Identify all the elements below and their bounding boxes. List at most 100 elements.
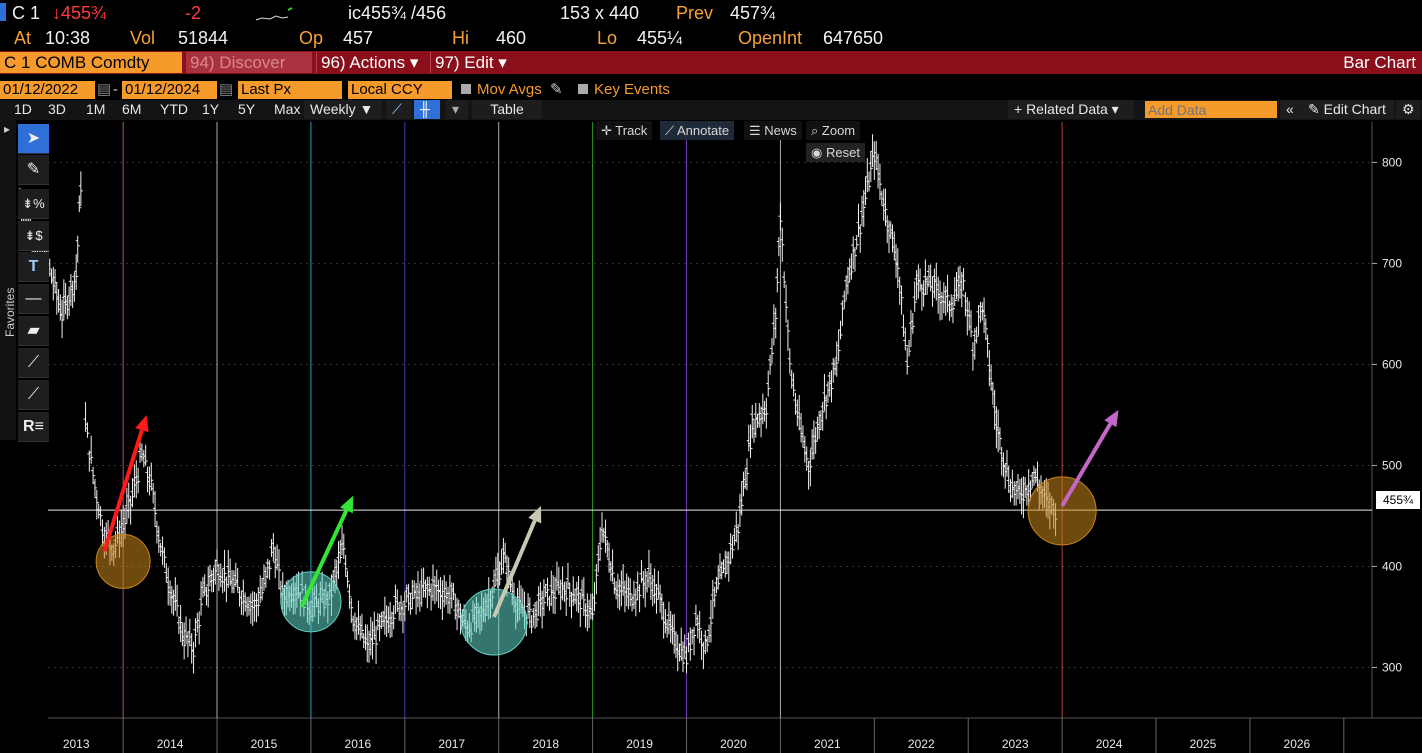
annotation-circle	[95, 533, 151, 589]
vol-value: 51844	[178, 28, 229, 48]
channel-icon[interactable]: ▰	[18, 316, 49, 346]
y-tick-label: 400	[1382, 559, 1402, 573]
sparkline	[255, 7, 293, 21]
related-data-button[interactable]: + Related Data ▾	[1008, 100, 1134, 119]
annotation-circle	[460, 588, 528, 656]
period-6m-button[interactable]: 6M	[122, 101, 142, 117]
annotation-arrowhead	[340, 495, 354, 514]
frequency-selector[interactable]: Weekly ▼	[304, 100, 382, 119]
text-icon[interactable]: T	[18, 252, 49, 282]
checkbox-icon[interactable]	[461, 84, 471, 94]
dollar-measure-icon[interactable]: ⇟$	[18, 221, 49, 251]
high-label: Hi	[452, 28, 469, 48]
start-date-field[interactable]: 01/12/2022	[0, 81, 95, 99]
bar-chart-icon[interactable]: ╫	[414, 100, 440, 119]
period-1m-button[interactable]: 1M	[86, 101, 106, 117]
discover-button[interactable]: 94) Discover	[186, 52, 312, 73]
y-tick-label: 700	[1382, 256, 1402, 270]
annotation-circle	[280, 571, 342, 633]
x-tick-label: 2017	[438, 737, 465, 751]
security-field[interactable]: C 1 COMB Comdty	[0, 52, 182, 73]
x-tick-label: 2016	[345, 737, 372, 751]
quote-row-1: C 1 ↓455¾ -2 ic455¾ /456 153 x 440 Prev …	[0, 0, 1422, 24]
at-label: At	[14, 28, 32, 48]
line-chart-icon[interactable]: ⟋	[386, 100, 412, 119]
annotation-arrow	[492, 519, 537, 618]
reset-icon: ◉	[811, 145, 826, 160]
checkbox-icon[interactable]	[578, 84, 588, 94]
add-data-input[interactable]	[1145, 101, 1277, 118]
annotate-label: Annotate	[677, 123, 730, 138]
y-tick-label: 600	[1382, 357, 1402, 371]
x-tick-label: 2022	[908, 737, 935, 751]
gear-icon[interactable]: ⚙	[1396, 100, 1420, 119]
track-label: Track	[615, 123, 648, 138]
zoom-button[interactable]: ⌕ Zoom	[806, 121, 861, 140]
bid-ask-size: 153 x 440	[560, 3, 640, 23]
news-button[interactable]: ☰ News	[744, 121, 802, 140]
currency-selector[interactable]: Local CCY	[348, 81, 452, 99]
crosshair-icon: ✛	[601, 123, 616, 138]
retracement-icon[interactable]: R≡	[18, 412, 49, 442]
reset-button[interactable]: ◉ Reset	[806, 143, 865, 162]
ray-icon[interactable]: ⟋	[18, 380, 49, 410]
x-tick-label: 2021	[814, 737, 841, 751]
x-tick-label: 2024	[1096, 737, 1123, 751]
x-tick-label: 2013	[63, 737, 90, 751]
edit-menu[interactable]: 97) Edit ▾	[430, 52, 514, 73]
x-tick-label: 2023	[1002, 737, 1029, 751]
news-icon: ☰	[749, 123, 765, 138]
last-price: ↓455¾	[52, 3, 107, 23]
ticker: C 1	[12, 3, 41, 23]
pencil-icon: ✎	[1308, 101, 1324, 117]
annotation-arrowhead	[1104, 409, 1119, 428]
calendar-icon[interactable]: ▤	[219, 81, 234, 98]
key-events-toggle[interactable]: Key Events	[578, 81, 670, 99]
pencil-icon[interactable]: ✎	[550, 81, 563, 98]
security-indicator	[0, 3, 6, 21]
low-label: Lo	[597, 28, 618, 48]
page-title: Bar Chart	[1343, 53, 1416, 72]
table-button[interactable]: Table	[472, 100, 542, 119]
y-tick-label: 300	[1382, 660, 1402, 674]
pencil-icon[interactable]: ✎	[18, 155, 49, 185]
trendline-icon[interactable]: ⟋	[18, 348, 49, 378]
prev-value: 457¾	[730, 3, 776, 23]
edit-chart-button[interactable]: ✎ Edit Chart	[1302, 100, 1394, 119]
period-max-button[interactable]: Max	[274, 101, 301, 117]
period-5y-button[interactable]: 5Y	[238, 101, 256, 117]
reset-label: Reset	[825, 145, 860, 160]
vol-label: Vol	[130, 28, 156, 48]
y-tick-label: 500	[1382, 458, 1402, 472]
chevron-down-icon[interactable]: ▾	[446, 100, 468, 119]
y-tick-label: 800	[1382, 155, 1402, 169]
collapse-icon[interactable]: «	[1280, 100, 1302, 119]
annotation-arrow	[299, 509, 349, 608]
calendar-icon[interactable]: ▤	[97, 81, 112, 98]
field-selector[interactable]: Last Px	[238, 81, 342, 99]
open-label: Op	[299, 28, 324, 48]
annotation-arrow	[102, 429, 144, 552]
mov-avgs-toggle[interactable]: Mov Avgs	[461, 81, 542, 99]
period-1y-button[interactable]: 1Y	[202, 101, 220, 117]
end-date-field[interactable]: 01/12/2024	[122, 81, 217, 99]
track-button[interactable]: ✛ Track	[596, 121, 653, 140]
zoom-label: Zoom	[821, 123, 856, 138]
pointer-icon[interactable]: ➤	[18, 124, 49, 154]
expand-icon[interactable]: ▸	[4, 122, 11, 136]
percent-measure-icon[interactable]: ⇟%	[18, 189, 49, 219]
period-ytd-button[interactable]: YTD	[160, 101, 188, 117]
actions-menu[interactable]: 96) Actions ▾	[316, 52, 426, 73]
x-tick-label: 2025	[1190, 737, 1217, 751]
period-1d-button[interactable]: 1D	[14, 101, 32, 117]
period-3d-button[interactable]: 3D	[48, 101, 66, 117]
pencil-icon: ⟋	[665, 123, 677, 138]
mov-avgs-label: Mov Avgs	[477, 81, 542, 98]
annotation-circle	[1027, 476, 1097, 546]
prev-label: Prev	[676, 3, 714, 23]
horizontal-line-icon[interactable]: —	[18, 284, 49, 314]
annotate-button[interactable]: ⟋ Annotate	[660, 121, 735, 140]
net-change: -2	[185, 3, 202, 23]
favorites-panel[interactable]	[0, 120, 16, 440]
